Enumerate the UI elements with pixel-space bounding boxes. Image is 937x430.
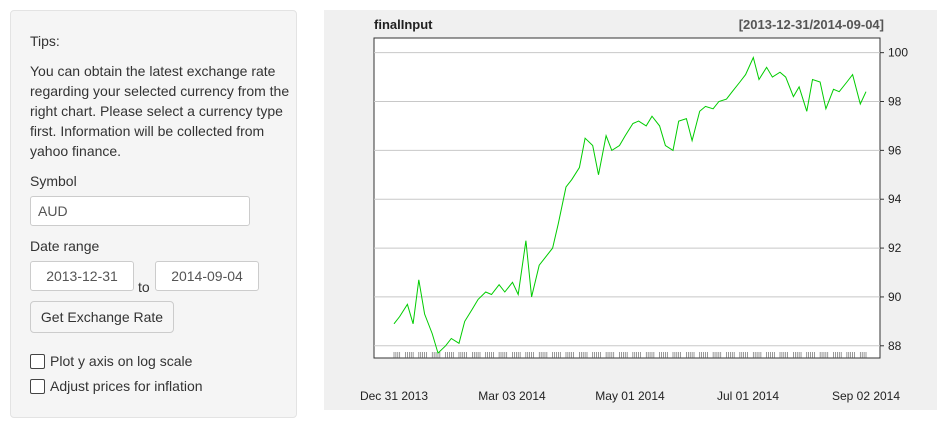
log-scale-option[interactable]: Plot y axis on log scale (30, 353, 192, 369)
x-tick-label: May 01 2014 (595, 389, 665, 403)
y-tick-label: 88 (888, 339, 902, 353)
y-tick-label: 94 (888, 192, 902, 206)
x-tick-label: Dec 31 2013 (360, 389, 428, 403)
chart-date-range: [2013-12-31/2014-09-04] (738, 17, 884, 32)
chart-panel: finalInput [2013-12-31/2014-09-04] 88 90 9… (324, 10, 937, 410)
y-tick-label: 92 (888, 241, 902, 255)
plot-area (373, 37, 881, 359)
start-date-input[interactable] (30, 261, 134, 291)
x-tick-label: Jul 01 2014 (717, 389, 779, 403)
exchange-rate-series-line (393, 55, 867, 355)
end-date-input[interactable] (155, 261, 259, 291)
exchange-rate-chart: 88 90 92 94 96 98 100 Dec 31 2013 Mar 03 2014 Ma… (360, 37, 908, 403)
y-tick-label: 98 (888, 95, 902, 109)
x-tick-label: Sep 02 2014 (832, 389, 900, 403)
sidebar-panel: Tips: You can obtain the latest exchange… (10, 10, 297, 418)
x-tick-label: Mar 03 2014 (478, 389, 546, 403)
log-scale-label: Plot y axis on log scale (50, 353, 193, 369)
date-range-label: Date range (30, 238, 100, 254)
inflation-label: Adjust prices for inflation (50, 378, 203, 394)
tips-text: You can obtain the latest exchange rate … (30, 63, 290, 159)
inflation-option[interactable]: Adjust prices for inflation (30, 378, 203, 394)
log-scale-checkbox[interactable] (30, 353, 45, 369)
y-tick-label: 90 (888, 290, 902, 304)
date-range-separator: to (138, 279, 150, 295)
symbol-input[interactable] (30, 196, 250, 226)
y-tick-label: 96 (888, 143, 902, 157)
chart-title: finalInput (374, 17, 433, 32)
get-exchange-rate-button[interactable]: Get Exchange Rate (30, 301, 174, 333)
symbol-label: Symbol (30, 173, 77, 189)
tips-label: Tips: (30, 33, 60, 49)
inflation-checkbox[interactable] (30, 378, 45, 394)
y-tick-label: 100 (888, 46, 908, 60)
